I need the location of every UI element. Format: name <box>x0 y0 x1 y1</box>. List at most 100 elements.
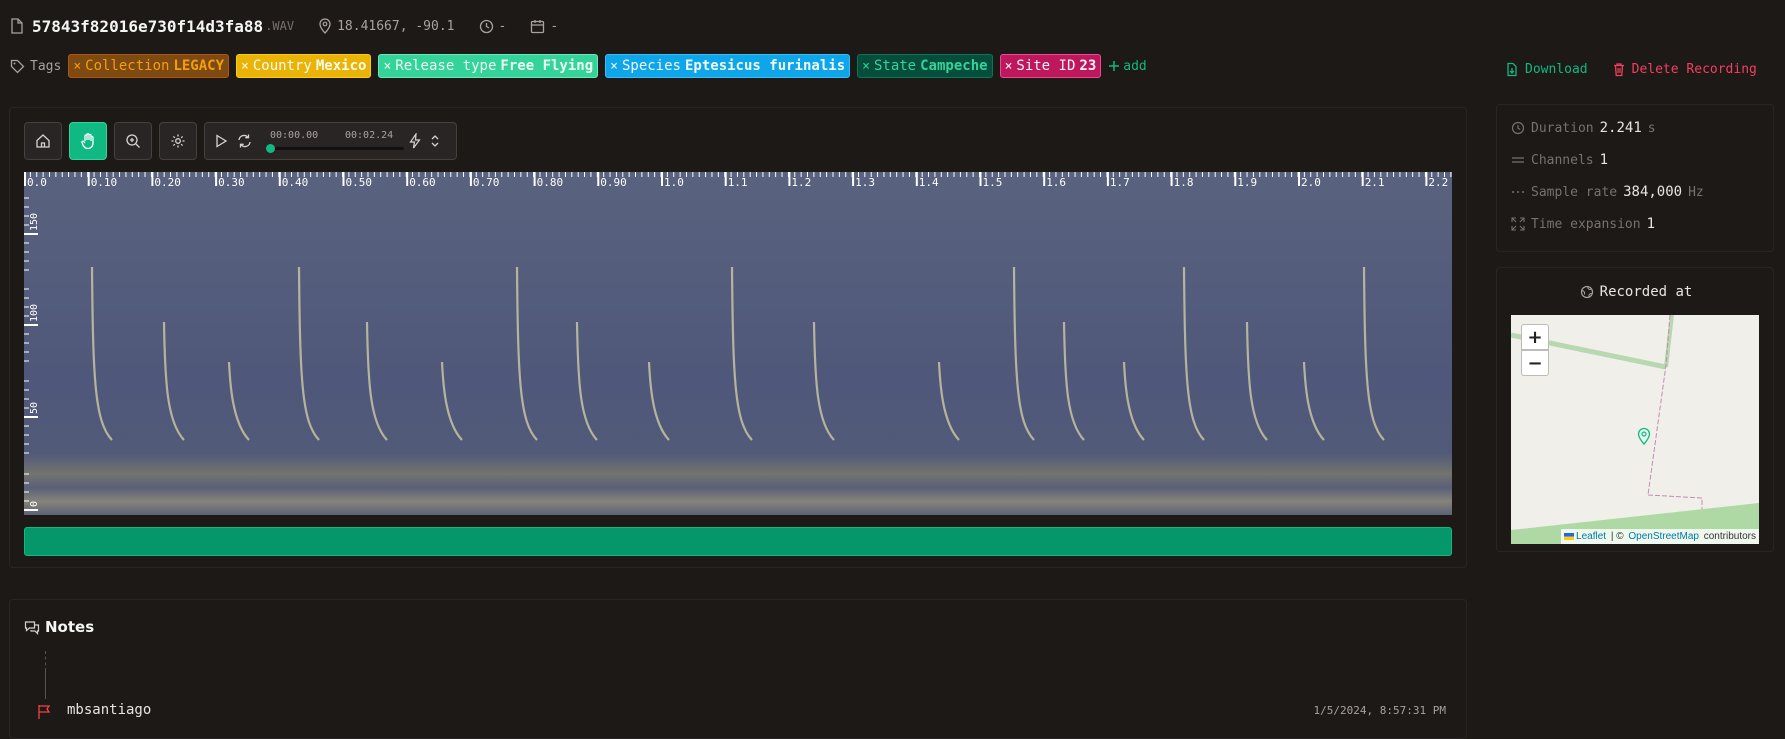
call-trace <box>730 266 753 441</box>
call-trace <box>812 321 835 441</box>
call-trace <box>227 361 250 441</box>
home-icon <box>36 134 50 148</box>
remove-tag-icon[interactable]: × <box>241 58 249 74</box>
zoom-out-button[interactable]: − <box>1521 350 1549 376</box>
notes-heading: Notes <box>24 618 94 636</box>
add-tag-button[interactable]: add <box>1108 59 1147 74</box>
tag-value: 23 <box>1079 58 1097 74</box>
osm-link[interactable]: OpenStreetMap <box>1628 531 1699 542</box>
seek-track[interactable] <box>270 147 404 150</box>
time-tick-label: 0.80 <box>537 176 564 189</box>
time-tick-label: 0.40 <box>282 176 309 189</box>
loop-button[interactable] <box>236 133 253 153</box>
remove-tag-icon[interactable]: × <box>1004 58 1013 74</box>
note-author[interactable]: mbsantiago <box>67 702 152 718</box>
tag-chip[interactable]: × Release type Free Flying <box>378 54 599 78</box>
freq-tick-label: 150 <box>29 213 40 231</box>
date-text: - <box>550 18 559 34</box>
call-trace <box>297 266 320 441</box>
freq-tick-label: 100 <box>29 304 40 322</box>
remove-tag-icon[interactable]: × <box>610 58 618 74</box>
time-tick-label: 0.60 <box>409 176 436 189</box>
location-marker-icon[interactable] <box>1637 427 1651 449</box>
spectrogram[interactable]: 0.0 0.10 0.20 0.30 0.40 0.50 0.60 0.70 0.80 0.90 1… <box>24 172 1452 515</box>
freq-tick-label: 0 <box>29 501 40 507</box>
zoom-in-button[interactable]: + <box>1521 324 1549 350</box>
tag-chip[interactable]: × State Campeche <box>857 54 993 78</box>
time-tick-label: 1.3 <box>855 176 875 189</box>
tag-chip[interactable]: × Country Mexico <box>236 54 372 78</box>
recording-info-card: Duration 2.241 s Channels 1 Sample rate … <box>1496 104 1774 252</box>
seek-handle[interactable] <box>266 144 275 153</box>
hand-icon <box>81 133 94 150</box>
time-text: - <box>498 18 507 34</box>
tag-key: State <box>873 58 917 74</box>
map-card: Recorded at <box>1496 267 1774 552</box>
tag-chip[interactable]: × Collection LEGACY <box>68 54 230 78</box>
remove-tag-icon[interactable]: × <box>862 58 870 74</box>
tag-value: Campeche <box>920 58 988 74</box>
call-trace <box>575 321 598 441</box>
tag-value: Eptesicus furinalis <box>684 58 846 74</box>
tag-chip[interactable]: × Site ID 23 <box>999 54 1102 78</box>
map-attribution: Leaflet | © OpenStreetMap contributors <box>1561 529 1759 544</box>
call-trace <box>365 321 388 441</box>
lightning-icon <box>409 131 421 149</box>
call-trace <box>1302 361 1325 441</box>
speed-button[interactable] <box>408 131 422 153</box>
settings-button[interactable] <box>159 122 197 160</box>
time-meta: - <box>479 18 507 34</box>
total-time: 00:02.24 <box>345 130 394 141</box>
time-tick-label: 0.90 <box>600 176 627 189</box>
clock-icon <box>479 19 493 33</box>
time-tick-label: 1.6 <box>1046 176 1066 189</box>
channels-row: Channels 1 <box>1511 152 1608 168</box>
recording-filename: 57843f82016e730f14d3fa88 <box>32 16 264 36</box>
call-trace <box>90 266 113 441</box>
time-tick-label: 1.7 <box>1110 176 1130 189</box>
clock-icon <box>1511 121 1525 135</box>
ukraine-flag-icon <box>1564 533 1575 540</box>
time-tick-label: 1.9 <box>1237 176 1257 189</box>
location-map[interactable]: + − Leaflet | © OpenStreetMap contributo… <box>1511 315 1759 544</box>
time-tick-label: 1.2 <box>791 176 811 189</box>
leaflet-link[interactable]: Leaflet <box>1576 531 1607 542</box>
time-tick-label: 0.10 <box>91 176 118 189</box>
time-tick-label: 0.30 <box>218 176 245 189</box>
chat-icon <box>24 620 40 635</box>
download-button[interactable]: Download <box>1505 62 1588 77</box>
tag-icon <box>10 59 25 73</box>
speed-select[interactable] <box>429 134 441 152</box>
tag-key: Species <box>621 58 681 74</box>
play-button[interactable] <box>213 133 229 153</box>
expand-icon <box>1511 217 1525 231</box>
time-tick-label: 1.1 <box>728 176 748 189</box>
tag-list: × Collection LEGACY × Country Mexico × Release … <box>68 54 1102 78</box>
call-trace <box>440 361 463 441</box>
delete-recording-button[interactable]: Delete Recording <box>1612 62 1757 77</box>
home-button[interactable] <box>24 122 62 160</box>
tag-chip[interactable]: × Species Eptesicus furinalis <box>605 54 851 78</box>
zoom-tool-button[interactable] <box>114 122 152 160</box>
tag-value: Free Flying <box>500 58 594 74</box>
waveform-bar[interactable] <box>24 527 1452 556</box>
time-tick-label: 1.4 <box>919 176 939 189</box>
pan-tool-button[interactable] <box>69 122 107 160</box>
tags-bar: Tags × Collection LEGACY × Country Mexico × Rel… <box>10 54 1147 78</box>
remove-tag-icon[interactable]: × <box>383 58 392 74</box>
call-trace <box>162 321 185 441</box>
recording-actions: Download Delete Recording <box>1505 62 1757 77</box>
note-timestamp: 1/5/2024, 8:57:31 PM <box>1313 704 1446 717</box>
plus-icon <box>1109 61 1120 71</box>
remove-tag-icon[interactable]: × <box>73 58 82 74</box>
dots-icon <box>1512 191 1524 193</box>
location-meta: 18.41667, -90.1 <box>318 18 455 34</box>
freq-tick-label: 50 <box>29 402 40 414</box>
zoom-in-icon <box>126 134 140 148</box>
player-card <box>9 107 1467 568</box>
time-tick-label: 1.8 <box>1174 176 1194 189</box>
time-tick-label: 2.2 <box>1428 176 1448 189</box>
trash-icon <box>1613 63 1624 77</box>
current-time: 00:00.00 <box>270 130 319 141</box>
time-tick-label: 2.0 <box>1301 176 1321 189</box>
